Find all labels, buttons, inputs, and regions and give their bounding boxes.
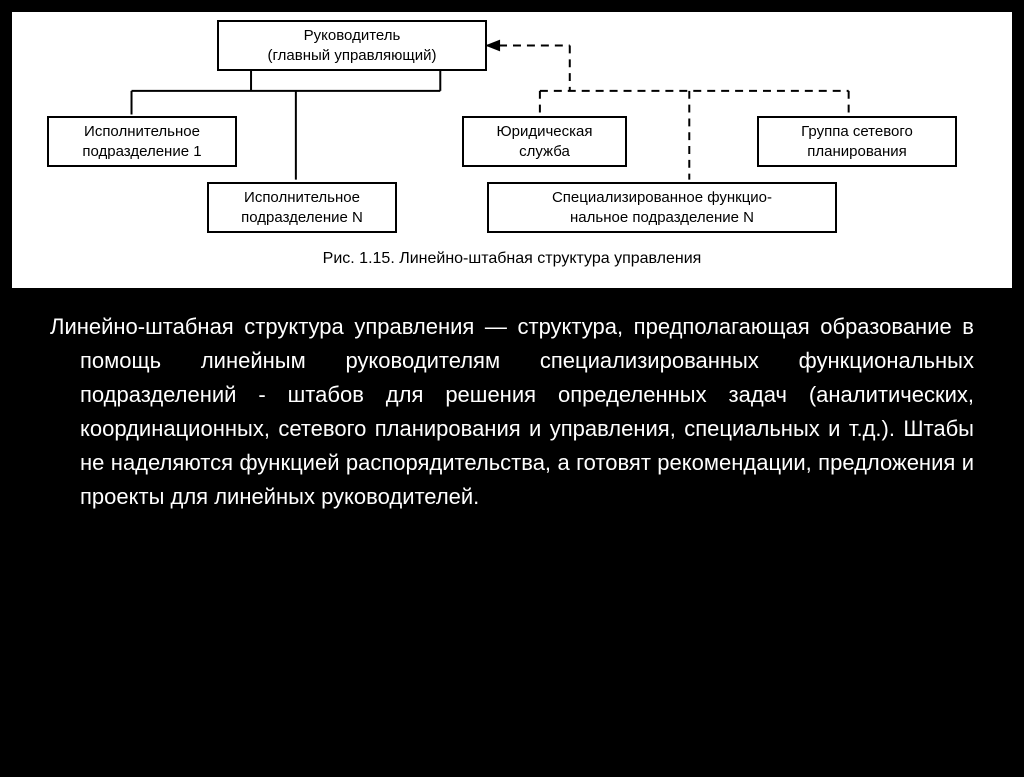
node-legal: Юридическая служба — [462, 116, 627, 167]
node-exec1-line1: Исполнительное — [57, 122, 227, 142]
node-legal-line2: служба — [472, 142, 617, 162]
node-exec1-line2: подразделение 1 — [57, 142, 227, 162]
description-text: Линейно-штабная структура управления — с… — [30, 290, 1024, 545]
node-execN: Исполнительное подразделение N — [207, 182, 397, 233]
node-exec1: Исполнительное подразделение 1 — [47, 116, 237, 167]
node-network-line2: планирования — [767, 142, 947, 162]
node-network: Группа сетевого планирования — [757, 116, 957, 167]
node-leader-line1: Руководитель — [227, 26, 477, 46]
node-legal-line1: Юридическая — [472, 122, 617, 142]
node-specN: Специализированное функцио- нальное подр… — [487, 182, 837, 233]
org-chart-diagram: Руководитель (главный управляющий) Испол… — [10, 10, 1014, 290]
node-leader: Руководитель (главный управляющий) — [217, 20, 487, 71]
node-execN-line2: подразделение N — [217, 208, 387, 228]
node-network-line1: Группа сетевого — [767, 122, 947, 142]
node-execN-line1: Исполнительное — [217, 188, 387, 208]
node-specN-line2: нальное подразделение N — [497, 208, 827, 228]
node-specN-line1: Специализированное функцио- — [497, 188, 827, 208]
diagram-caption: Рис. 1.15. Линейно-штабная структура упр… — [12, 250, 1012, 268]
node-leader-line2: (главный управляющий) — [227, 46, 477, 66]
